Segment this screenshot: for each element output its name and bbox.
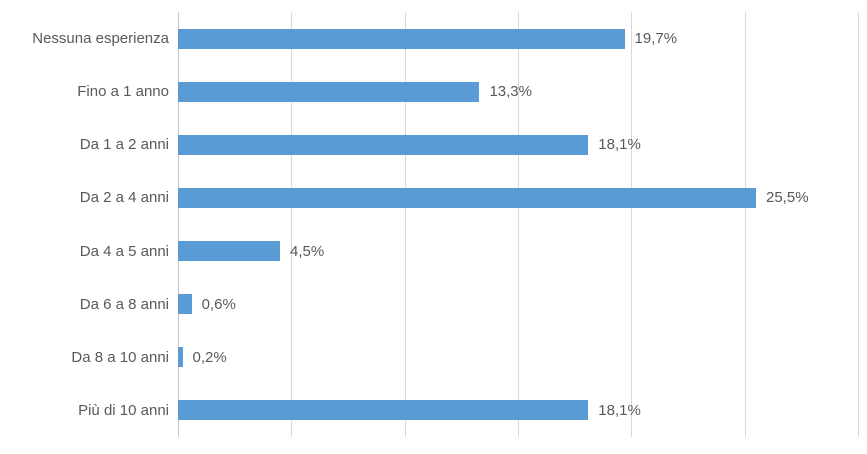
bar <box>178 241 280 262</box>
value-label: 4,5% <box>290 242 325 260</box>
category-label: Da 4 a 5 anni <box>79 242 169 260</box>
bar <box>178 134 589 155</box>
value-label: 18,1% <box>598 401 641 419</box>
chart-row: Fino a 1 anno 13,3% <box>0 65 867 118</box>
y-axis-line <box>178 12 179 437</box>
bar <box>178 294 192 315</box>
value-label: 18,1% <box>598 136 641 154</box>
bar-track: 13,3% <box>178 65 867 118</box>
chart-row: Più di 10 anni 18,1% <box>0 384 867 437</box>
value-label: 13,3% <box>489 83 532 101</box>
category-label: Da 8 a 10 anni <box>71 348 169 366</box>
gridline <box>404 12 406 437</box>
bar-track: 19,7% <box>178 12 867 65</box>
chart-row: Da 6 a 8 anni 0,6% <box>0 278 867 331</box>
chart-row: Da 2 a 4 anni 25,5% <box>0 171 867 224</box>
chart-row: Da 4 a 5 anni 4,5% <box>0 225 867 278</box>
bar <box>178 187 756 208</box>
gridline <box>518 12 519 437</box>
category-label: Più di 10 anni <box>78 401 169 419</box>
bar <box>178 81 480 102</box>
chart-row: Da 1 a 2 anni 18,1% <box>0 118 867 171</box>
chart-row: Nessuna esperienza 19,7% <box>0 12 867 65</box>
bar-track: 18,1% <box>178 118 867 171</box>
value-label: 0,2% <box>192 348 227 366</box>
category-label: Da 2 a 4 anni <box>79 189 169 207</box>
category-label: Da 1 a 2 anni <box>79 136 169 154</box>
bar-track: 0,2% <box>178 331 867 384</box>
gridline <box>858 12 859 437</box>
plot-area <box>178 12 859 437</box>
gridline <box>631 12 633 437</box>
bar <box>178 28 625 49</box>
bar-track: 25,5% <box>178 171 867 224</box>
gridline <box>744 12 746 437</box>
bar-track: 18,1% <box>178 384 867 437</box>
chart-rows: Nessuna esperienza 19,7% Fino a 1 anno 1… <box>0 12 867 437</box>
category-label: Da 6 a 8 anni <box>79 295 169 313</box>
value-label: 19,7% <box>634 30 678 48</box>
bar <box>178 347 183 368</box>
value-label: 25,5% <box>766 189 809 207</box>
category-label: Nessuna esperienza <box>32 30 169 48</box>
bar <box>178 400 589 421</box>
category-label: Fino a 1 anno <box>77 83 169 101</box>
bar-track: 4,5% <box>178 225 867 278</box>
chart-row: Da 8 a 10 anni 0,2% <box>0 331 867 384</box>
value-label: 0,6% <box>201 295 236 313</box>
gridline <box>291 12 293 437</box>
bar-track: 0,6% <box>178 278 867 331</box>
